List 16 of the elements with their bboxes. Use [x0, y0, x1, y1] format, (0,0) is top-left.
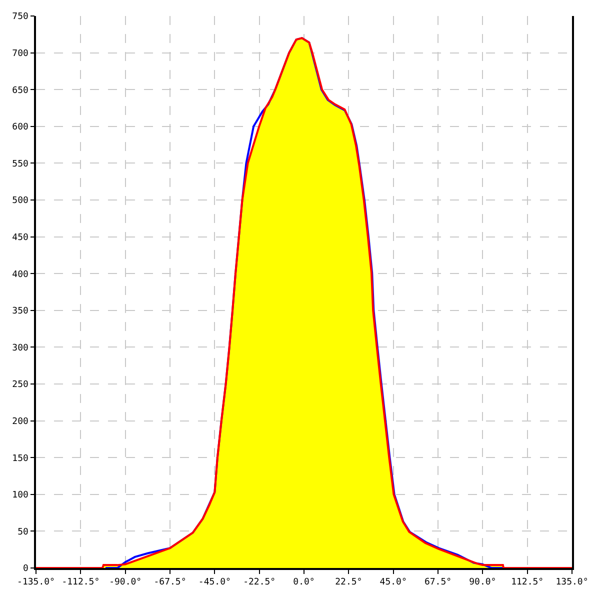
y-tick-label: 450: [12, 232, 28, 243]
y-tick-label: 0: [23, 564, 28, 574]
y-tick-label: 600: [12, 122, 28, 133]
y-tick-label: 200: [12, 416, 28, 427]
y-tick-label: 400: [12, 270, 28, 280]
y-tick-label: 700: [12, 48, 28, 59]
y-tick-label: 300: [12, 343, 28, 354]
y-tick-label: 550: [12, 159, 28, 170]
y-tick-label: 150: [12, 454, 28, 464]
y-tick-label: 250: [12, 380, 28, 390]
y-tick-label: 100: [12, 490, 28, 501]
y-tick-label: 650: [12, 86, 28, 96]
y-tick-label: 500: [12, 196, 28, 206]
y-tick-label: 350: [12, 306, 28, 317]
y-tick-label: 50: [18, 527, 28, 538]
y-tick-label: 750: [12, 12, 28, 22]
